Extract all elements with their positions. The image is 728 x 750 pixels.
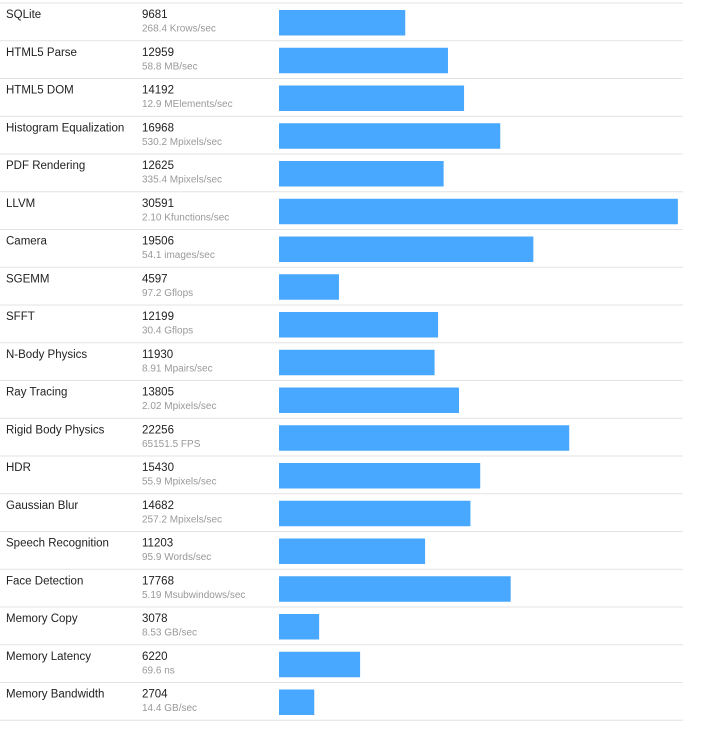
- score: 9681: [142, 9, 168, 21]
- bar: [279, 85, 465, 111]
- benchmark-name: SQLite: [6, 9, 41, 21]
- score: 22256: [142, 424, 174, 436]
- bar: [279, 425, 570, 451]
- bar: [279, 349, 435, 376]
- bar: [279, 614, 320, 640]
- benchmark-name: Memory Bandwidth: [6, 689, 104, 701]
- score: 30591: [142, 198, 174, 210]
- bar: [279, 236, 534, 262]
- bar: [279, 463, 481, 489]
- bar: [279, 123, 501, 149]
- bar: [279, 651, 361, 678]
- rate: 14.4 GB/sec: [142, 703, 197, 714]
- rate: 58.8 MB/sec: [142, 61, 198, 72]
- benchmark-name: LLVM: [6, 198, 35, 210]
- rate: 30.4 Gflops: [142, 326, 193, 337]
- score: 11203: [142, 538, 173, 550]
- bar: [279, 10, 406, 36]
- benchmark-name: HTML5 Parse: [6, 47, 77, 59]
- benchmark-name: Memory Latency: [6, 651, 91, 663]
- rate: 2.02 Mpixels/sec: [142, 401, 216, 412]
- benchmark-name: Ray Tracing: [6, 387, 67, 399]
- rate: 530.2 Mpixels/sec: [142, 137, 222, 148]
- score: 11930: [142, 349, 173, 361]
- bar: [279, 198, 678, 225]
- bar: [279, 576, 511, 602]
- rate: 5.19 Msubwindows/sec: [142, 590, 245, 601]
- rate: 257.2 Mpixels/sec: [142, 514, 222, 525]
- benchmark-name: HDR: [6, 462, 31, 474]
- score: 6220: [142, 651, 168, 663]
- rate: 8.53 GB/sec: [142, 628, 197, 639]
- score: 2704: [142, 689, 168, 701]
- rate: 54.1 images/sec: [142, 250, 215, 261]
- benchmark-name: Memory Copy: [6, 613, 78, 625]
- rate: 65151.5 FPS: [142, 439, 201, 450]
- rate: 69.6 ns: [142, 665, 175, 676]
- benchmark-name: HTML5 DOM: [6, 85, 74, 97]
- score: 15430: [142, 462, 174, 474]
- benchmark-name: Histogram Equalization: [6, 122, 124, 134]
- rate: 268.4 Krows/sec: [142, 24, 216, 35]
- benchmark-name: SFFT: [6, 311, 35, 323]
- rate: 55.9 Mpixels/sec: [142, 477, 216, 488]
- bar: [279, 689, 315, 715]
- bar: [279, 500, 471, 527]
- benchmark-name: Rigid Body Physics: [6, 424, 105, 436]
- rate: 335.4 Mpixels/sec: [142, 175, 222, 186]
- benchmark-name: Speech Recognition: [6, 538, 109, 550]
- bar: [279, 274, 339, 300]
- score: 12199: [142, 311, 174, 323]
- rate: 97.2 Gflops: [142, 288, 193, 299]
- score: 14192: [142, 85, 174, 97]
- bar: [279, 161, 444, 187]
- score: 3078: [142, 613, 168, 625]
- score: 17768: [142, 575, 174, 587]
- benchmark-name: Gaussian Blur: [6, 500, 78, 512]
- score: 13805: [142, 387, 174, 399]
- rate: 12.9 MElements/sec: [142, 99, 233, 110]
- rate: 95.9 Words/sec: [142, 552, 211, 563]
- bar: [279, 47, 448, 74]
- benchmark-name: PDF Rendering: [6, 160, 85, 172]
- benchmark-name: N-Body Physics: [6, 349, 87, 361]
- bar: [279, 387, 460, 413]
- score: 16968: [142, 122, 174, 134]
- bar: [279, 312, 439, 338]
- benchmark-name: Camera: [6, 236, 48, 248]
- benchmark-name: SGEMM: [6, 273, 49, 285]
- rate: 2.10 Kfunctions/sec: [142, 212, 229, 223]
- score: 12959: [142, 47, 174, 59]
- benchmark-name: Face Detection: [6, 575, 83, 587]
- score: 19506: [142, 236, 174, 248]
- bar: [279, 538, 426, 564]
- score: 14682: [142, 500, 174, 512]
- score: 4597: [142, 273, 168, 285]
- rate: 8.91 Mpairs/sec: [142, 363, 213, 374]
- score: 12625: [142, 160, 174, 172]
